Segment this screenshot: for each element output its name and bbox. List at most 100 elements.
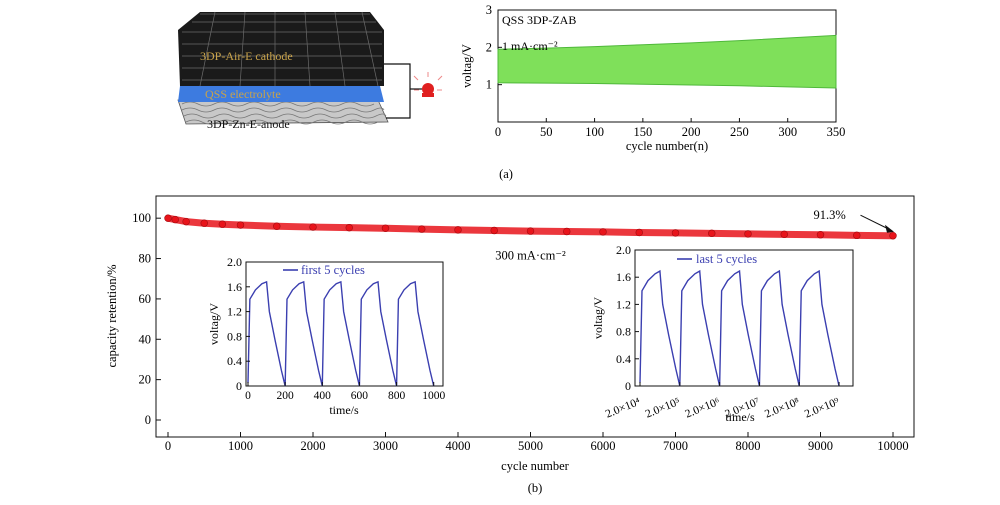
chart-b-x-tick-label: 7000 — [663, 439, 688, 453]
retention-point — [309, 223, 317, 231]
inset-first-cycles: 0 0.4 0.8 1.2 1.6 2.0 0 200 400 600 800 1000 first… — [207, 255, 445, 417]
chart-a-title: QSS 3DP-ZAB — [502, 13, 576, 27]
chart-b-y-tick-label: 40 — [139, 332, 152, 346]
i1-x-tick-label: 400 — [314, 390, 332, 402]
chart-b-x-tick-label: 6000 — [591, 439, 616, 453]
retention-point — [635, 228, 643, 237]
retention-point — [744, 230, 752, 238]
chart-b-x-tick-label: 4000 — [446, 439, 471, 453]
inset1-ylabel: voltag/V — [207, 303, 221, 345]
i1-y-tick-label: 2.0 — [227, 255, 242, 269]
retention-point — [200, 219, 208, 227]
chart-b-frame — [155, 195, 915, 438]
chart-b-x-tick-label: 2000 — [301, 439, 326, 453]
led-bulb-icon — [410, 72, 443, 97]
i1-y-tick-label: 0.4 — [227, 354, 242, 368]
inset2-xlabel: time/s — [725, 410, 755, 424]
anode-label: 3DP-Zn-E-anode — [207, 117, 290, 131]
chart-b-x-tick-label: 0 — [165, 439, 171, 453]
chart-b-ylabel: capacity retention/% — [105, 264, 119, 367]
retention-point — [526, 227, 535, 235]
retention-point — [490, 226, 498, 235]
chart-b-y-ticks: 0 20 40 60 80 100 — [132, 211, 161, 427]
retention-point — [273, 222, 281, 230]
voltage-band-area — [497, 34, 837, 89]
voltage-profile-chart: 1 2 3 0 50 100 150 200 250 300 350 QSS 3DP-ZAB 1 … — [460, 3, 845, 153]
panel-label-b: (b) — [528, 481, 543, 495]
chart-b-y-tick-label: 20 — [139, 373, 152, 387]
chart-b-x-tick-label: 10000 — [877, 439, 908, 453]
chart-b-x-ticks: 0 1000 2000 3000 4000 5000 6000 7000 8000 9000 100… — [165, 432, 909, 453]
inset1-voltage-line — [247, 280, 435, 387]
chart-b-y-tick-label: 100 — [132, 211, 151, 225]
i1-y-tick-label: 0 — [236, 379, 242, 393]
i1-x-tick-label: 600 — [351, 390, 369, 402]
chart-b-y-tick-label: 0 — [145, 413, 151, 427]
chart-a-x-ticks: 0 50 100 150 200 250 300 350 — [495, 118, 846, 139]
retention-point — [164, 214, 172, 222]
i2-y-tick-label: 0 — [625, 379, 631, 393]
chart-b-x-tick-label: 5000 — [518, 439, 543, 453]
retention-point — [599, 228, 607, 236]
retention-point — [780, 230, 788, 239]
inset2-voltage-line — [639, 269, 840, 387]
i2-y-tick-label: 0.4 — [616, 352, 631, 366]
chart-a-y-tick-label: 2 — [486, 40, 492, 54]
i2-y-tick-label: 2.0 — [616, 243, 631, 257]
i1-y-tick-label: 1.6 — [227, 280, 242, 294]
retention-point — [182, 217, 190, 226]
retention-point — [454, 226, 462, 234]
i2-x-tick-label: 2.0×10⁹ — [803, 396, 841, 421]
retention-annotation: 91.3% — [814, 208, 846, 222]
i2-x-tick-label: 2.0×10⁶ — [684, 396, 722, 421]
chart-b-y-tick-label: 80 — [139, 252, 152, 266]
i2-y-tick-label: 0.8 — [616, 325, 631, 339]
battery-schematic: 3DP-Air-E cathode QSS electrolyte 3DP-Zn… — [177, 11, 443, 131]
chart-a-x-tick-label: 100 — [585, 125, 604, 139]
chart-a-x-tick-label: 50 — [540, 125, 553, 139]
retention-point — [381, 224, 390, 232]
i2-x-tick-label: 2.0×10⁴ — [604, 396, 642, 421]
retention-point — [671, 229, 680, 237]
retention-point — [218, 220, 227, 228]
circuit-wire-icon — [384, 63, 411, 119]
inset1-xlabel: time/s — [329, 403, 359, 417]
retention-point — [853, 231, 861, 240]
i2-x-tick-label: 2.0×10⁸ — [763, 396, 801, 421]
i2-y-tick-label: 1.2 — [616, 297, 631, 311]
i2-x-tick-label: 2.0×10⁵ — [644, 396, 682, 421]
chart-a-y-tick-label: 3 — [486, 3, 492, 17]
panel-label-a: (a) — [499, 167, 513, 181]
retention-point — [563, 227, 571, 236]
i1-x-tick-label: 1000 — [422, 390, 445, 402]
inset1-frame — [245, 261, 444, 387]
cathode-mesh — [182, 11, 382, 87]
electrolyte-layer — [178, 86, 384, 102]
anode-mesh — [181, 101, 387, 125]
retention-point — [171, 215, 179, 224]
chart-a-x-tick-label: 150 — [633, 125, 652, 139]
chart-a-y-ticks: 1 2 3 — [486, 3, 502, 92]
inset2-legend-label: last 5 cycles — [696, 252, 757, 266]
i1-x-tick-label: 0 — [245, 390, 251, 402]
inset2-y-ticks: 0 0.4 0.8 1.2 1.6 2.0 — [616, 243, 639, 393]
chart-a-subtitle: 1 mA·cm⁻² — [502, 39, 558, 53]
chart-a-x-tick-label: 250 — [730, 125, 749, 139]
chart-b-x-tick-label: 3000 — [373, 439, 398, 453]
i2-y-tick-label: 1.6 — [616, 270, 631, 284]
i1-y-tick-label: 1.2 — [227, 305, 242, 319]
cathode-label: 3DP-Air-E cathode — [200, 49, 293, 63]
chart-a-x-tick-label: 300 — [778, 125, 797, 139]
i1-y-tick-label: 0.8 — [227, 329, 242, 343]
chart-b-xlabel: cycle number — [501, 459, 570, 473]
current-density-annotation: 300 mA·cm⁻² — [495, 249, 566, 263]
chart-a-x-tick-label: 350 — [827, 125, 846, 139]
cathode-layer — [178, 12, 384, 86]
retention-point — [345, 223, 353, 232]
chart-b-x-tick-label: 8000 — [736, 439, 761, 453]
retention-series — [164, 214, 897, 240]
retention-point — [418, 225, 426, 233]
